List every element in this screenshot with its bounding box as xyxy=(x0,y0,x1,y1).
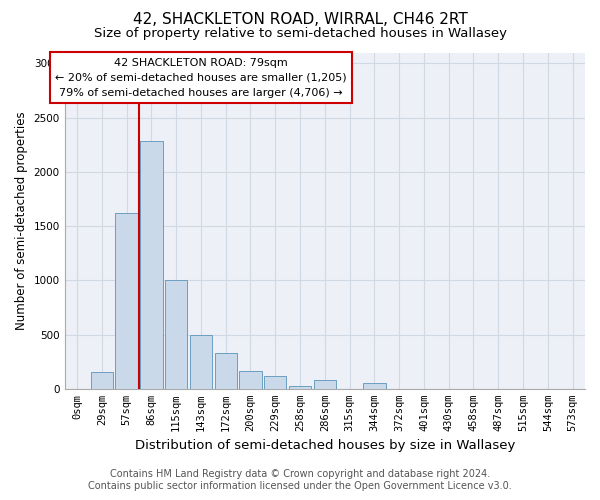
Text: Size of property relative to semi-detached houses in Wallasey: Size of property relative to semi-detach… xyxy=(94,26,506,40)
X-axis label: Distribution of semi-detached houses by size in Wallasey: Distribution of semi-detached houses by … xyxy=(134,440,515,452)
Bar xyxy=(190,334,212,389)
Text: 42, SHACKLETON ROAD, WIRRAL, CH46 2RT: 42, SHACKLETON ROAD, WIRRAL, CH46 2RT xyxy=(133,12,467,28)
Bar xyxy=(239,370,262,389)
Bar xyxy=(215,353,237,389)
Bar xyxy=(264,376,286,389)
Bar xyxy=(165,280,187,389)
Text: 42 SHACKLETON ROAD: 79sqm
← 20% of semi-detached houses are smaller (1,205)
79% : 42 SHACKLETON ROAD: 79sqm ← 20% of semi-… xyxy=(55,58,347,98)
Text: Contains HM Land Registry data © Crown copyright and database right 2024.
Contai: Contains HM Land Registry data © Crown c… xyxy=(88,470,512,491)
Bar xyxy=(91,372,113,389)
Bar xyxy=(140,142,163,389)
Y-axis label: Number of semi-detached properties: Number of semi-detached properties xyxy=(15,112,28,330)
Bar xyxy=(115,213,138,389)
Bar xyxy=(363,382,386,389)
Bar xyxy=(314,380,336,389)
Bar xyxy=(289,386,311,389)
